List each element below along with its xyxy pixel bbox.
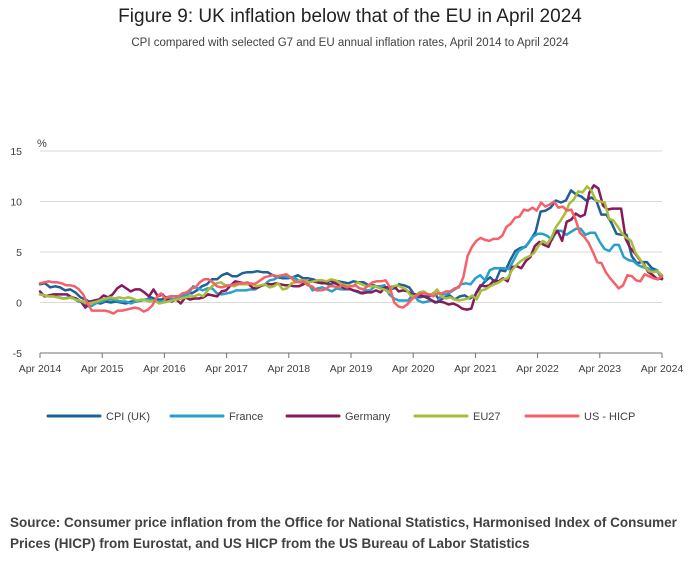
- series-line-germany: [38, 184, 664, 311]
- x-tick-label: Apr 2023: [578, 363, 621, 375]
- series-line-france: [38, 227, 664, 308]
- legend-label: Germany: [345, 411, 391, 423]
- x-tick-label: Apr 2014: [19, 363, 62, 375]
- x-tick-label: Apr 2017: [205, 363, 248, 375]
- chart-title: Figure 9: UK inflation below that of the…: [118, 6, 582, 27]
- x-tick-label: Apr 2015: [81, 363, 124, 375]
- legend-label: EU27: [473, 411, 501, 423]
- y-tick-label: 5: [16, 247, 22, 259]
- y-axis-ticks: 15 10 5 0 -5: [10, 146, 22, 360]
- y-axis-unit-label: %: [37, 138, 47, 150]
- series-lines: [38, 184, 664, 315]
- legend-label: CPI (UK): [106, 411, 150, 423]
- gridlines: [40, 150, 662, 354]
- x-tick-label: Apr 2020: [392, 363, 435, 375]
- y-tick-label: -5: [13, 348, 22, 360]
- x-tick-label: Apr 2018: [267, 363, 310, 375]
- x-axis: Apr 2014 Apr 2015 Apr 2016 Apr 2017 Apr 2018…: [19, 352, 684, 375]
- x-tick-label: Apr 2021: [454, 363, 497, 375]
- y-tick-label: 15: [10, 146, 22, 158]
- series-line-us-hicp: [38, 200, 664, 315]
- legend-label: US - HICP: [584, 411, 635, 423]
- y-tick-label: 10: [10, 197, 22, 209]
- y-tick-label: 0: [16, 298, 22, 310]
- source-note: Source: Consumer price inflation from th…: [10, 515, 677, 551]
- legend-label: France: [229, 411, 263, 423]
- chart-subtitle: CPI compared with selected G7 and EU ann…: [131, 37, 569, 49]
- x-tick-label: Apr 2019: [330, 363, 373, 375]
- x-tick-label: Apr 2016: [143, 363, 186, 375]
- legend: CPI (UK) France Germany EU27 US - HICP: [46, 411, 635, 423]
- x-tick-label: Apr 2024: [641, 363, 684, 375]
- x-tick-label: Apr 2022: [516, 363, 559, 375]
